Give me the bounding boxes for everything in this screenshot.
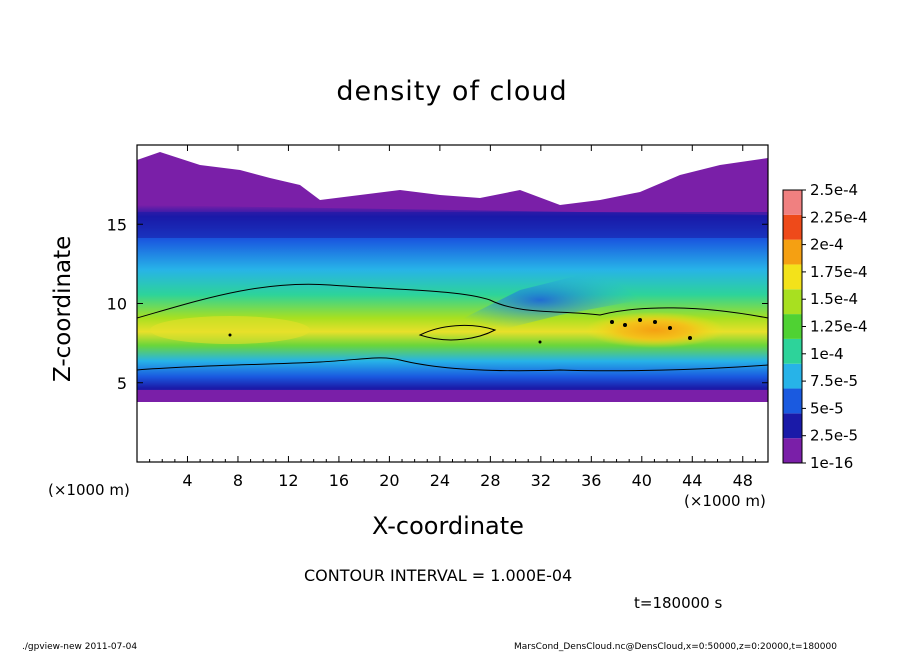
heatmap-field (137, 145, 768, 462)
colorbar-label: 2.5e-5 (810, 427, 858, 445)
x-tick-label: 44 (682, 471, 702, 490)
x-tick-label: 28 (480, 471, 500, 490)
colorbar-label: 1.75e-4 (810, 263, 868, 281)
x-tick-label: 36 (581, 471, 601, 490)
x-tick-label: 20 (379, 471, 399, 490)
y-tick-label: 5 (117, 374, 127, 393)
colorbar-label: 1e-16 (810, 454, 853, 472)
footer-left-text: ./gpview-new 2011-07-04 (22, 642, 138, 652)
colorbar-swatch (783, 289, 802, 315)
contour-line-upper (137, 283, 768, 319)
footer-right-text: MarsCond_DensCloud.nc@DensCloud,x=0:5000… (514, 642, 837, 652)
y-axis: 5 10 15 (107, 215, 768, 393)
colorbar-label: 1.5e-4 (810, 290, 858, 308)
x-tick-label: 48 (733, 471, 753, 490)
x-axis-label: X-coordinate (372, 512, 524, 540)
colorbar-label: 2.25e-4 (810, 208, 868, 226)
x-tick-label: 16 (329, 471, 349, 490)
chart-title: density of cloud (336, 76, 568, 107)
y-tick-label: 15 (107, 215, 127, 234)
x-axis: 4 8 12 16 20 24 28 32 36 40 44 48 (149, 145, 756, 490)
colorbar: 1e-16 2.5e-5 5e-5 7.5e-5 1e-4 1.25e-4 1.5e-4 1.… (782, 181, 868, 472)
x-tick-label: 12 (278, 471, 298, 490)
x-tick-label: 4 (182, 471, 192, 490)
x-unit-right: (×1000 m) (684, 492, 766, 510)
colorbar-swatch (783, 264, 802, 290)
colorbar-swatch (783, 388, 802, 414)
colorbar-swatch (783, 413, 802, 439)
x-unit-left: (×1000 m) (48, 481, 130, 499)
colorbar-swatch (783, 438, 802, 463)
colorbar-swatch (783, 363, 802, 389)
x-tick-label: 40 (632, 471, 652, 490)
colorbar-label: 7.5e-5 (810, 372, 858, 390)
colorbar-swatch (783, 338, 802, 364)
contour-line-lower (137, 357, 768, 372)
y-axis-label: Z-coordinate (50, 235, 76, 382)
colorbar-label: 2e-4 (810, 236, 844, 254)
y-tick-label: 10 (107, 295, 127, 314)
colorbar-label: 1.25e-4 (810, 318, 868, 336)
colorbar-swatch (783, 239, 802, 265)
x-tick-label: 8 (233, 471, 243, 490)
cloud-band (137, 205, 768, 400)
x-tick-label: 24 (430, 471, 450, 490)
colorbar-swatch (783, 190, 802, 215)
peak-blobs (228, 318, 692, 344)
contour-interval-label: CONTOUR INTERVAL = 1.000E-04 (304, 566, 573, 585)
colorbar-label: 5e-5 (810, 399, 844, 417)
time-label: t=180000 s (634, 594, 723, 612)
colorbar-swatch (783, 314, 802, 339)
x-tick-label: 32 (531, 471, 551, 490)
hot-core (585, 312, 725, 348)
colorbar-label: 1e-4 (810, 345, 844, 363)
colorbar-label: 2.5e-4 (810, 181, 858, 199)
colorbar-swatch (783, 214, 802, 240)
